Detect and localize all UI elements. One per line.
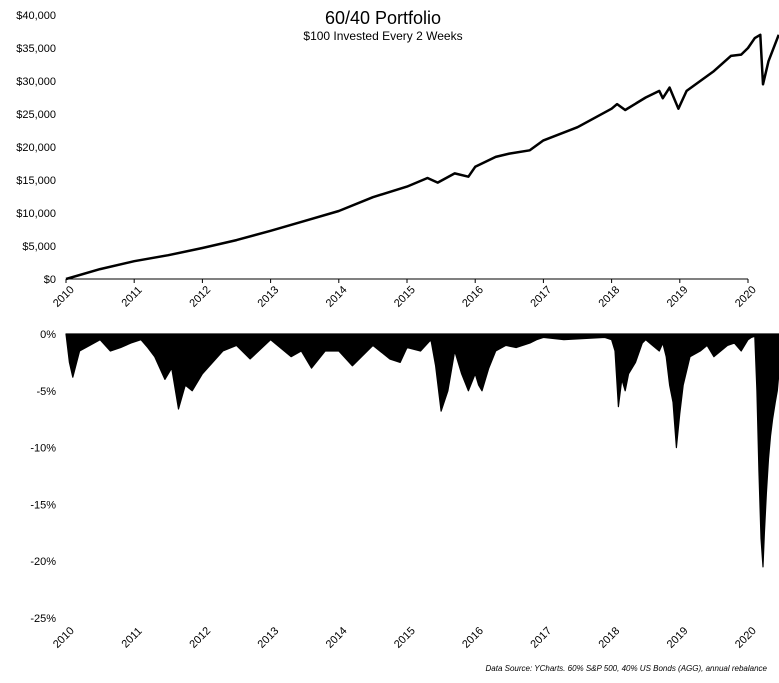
bottom-x-tick-label: 2020 bbox=[733, 625, 759, 651]
top-x-tick-label: 2016 bbox=[460, 284, 486, 310]
bottom-y-tick-label: -10% bbox=[30, 443, 56, 455]
bottom-y-tick-label: -15% bbox=[30, 499, 56, 511]
bottom-x-tick-label: 2017 bbox=[528, 625, 554, 651]
bottom-x-tick-label: 2014 bbox=[324, 625, 350, 651]
top-y-tick-label: $20,000 bbox=[16, 142, 56, 154]
portfolio-value-panel: 60/40 Portfolio$100 Invested Every 2 Wee… bbox=[16, 8, 779, 310]
top-x-tick-label: 2017 bbox=[528, 284, 554, 310]
bottom-x-tick-label: 2010 bbox=[51, 625, 77, 651]
top-x-tick-label: 2014 bbox=[324, 284, 350, 310]
top-chart-subtitle: $100 Invested Every 2 Weeks bbox=[303, 29, 462, 43]
bottom-x-tick-label: 2012 bbox=[187, 625, 213, 651]
top-x-tick-label: 2019 bbox=[665, 284, 691, 310]
top-x-tick-label: 2020 bbox=[733, 284, 759, 310]
bottom-y-tick-label: -20% bbox=[30, 556, 56, 568]
top-x-tick-label: 2018 bbox=[597, 284, 623, 310]
top-x-tick-label: 2012 bbox=[187, 284, 213, 310]
top-chart-title: 60/40 Portfolio bbox=[325, 8, 441, 28]
top-y-tick-label: $25,000 bbox=[16, 109, 56, 121]
top-y-tick-label: $10,000 bbox=[16, 208, 56, 220]
bottom-y-tick-label: 0% bbox=[40, 329, 56, 341]
top-y-tick-label: $15,000 bbox=[16, 175, 56, 187]
top-x-tick-label: 2015 bbox=[392, 284, 418, 310]
drawdown-panel: 0% -5% -10% -15% -20% -25%2010 2011 2012 2013 201… bbox=[30, 329, 779, 651]
bottom-x-tick-label: 2018 bbox=[597, 625, 623, 651]
bottom-y-tick-label: -5% bbox=[36, 386, 56, 398]
bottom-x-tick-label: 2011 bbox=[119, 625, 144, 650]
top-y-tick-label: $5,000 bbox=[22, 241, 56, 253]
top-y-tick-label: $40,000 bbox=[16, 10, 56, 22]
portfolio-value-line bbox=[65, 33, 779, 281]
top-y-tick-label: $35,000 bbox=[16, 43, 56, 55]
top-y-tick-label: $30,000 bbox=[16, 76, 56, 88]
top-y-tick-label: $0 bbox=[44, 274, 56, 286]
top-x-tick-label: 2011 bbox=[119, 284, 144, 309]
data-source-note: Data Source: YCharts. 60% S&P 500, 40% U… bbox=[485, 664, 768, 673]
bottom-x-tick-label: 2016 bbox=[460, 625, 486, 651]
bottom-x-tick-label: 2015 bbox=[392, 625, 418, 651]
bottom-x-tick-label: 2013 bbox=[256, 625, 282, 651]
top-x-tick-label: 2013 bbox=[256, 284, 282, 310]
drawdown-area bbox=[65, 333, 779, 568]
bottom-y-tick-label: -25% bbox=[30, 613, 56, 625]
top-x-tick-label: 2010 bbox=[51, 284, 77, 310]
bottom-x-tick-label: 2019 bbox=[665, 625, 691, 651]
